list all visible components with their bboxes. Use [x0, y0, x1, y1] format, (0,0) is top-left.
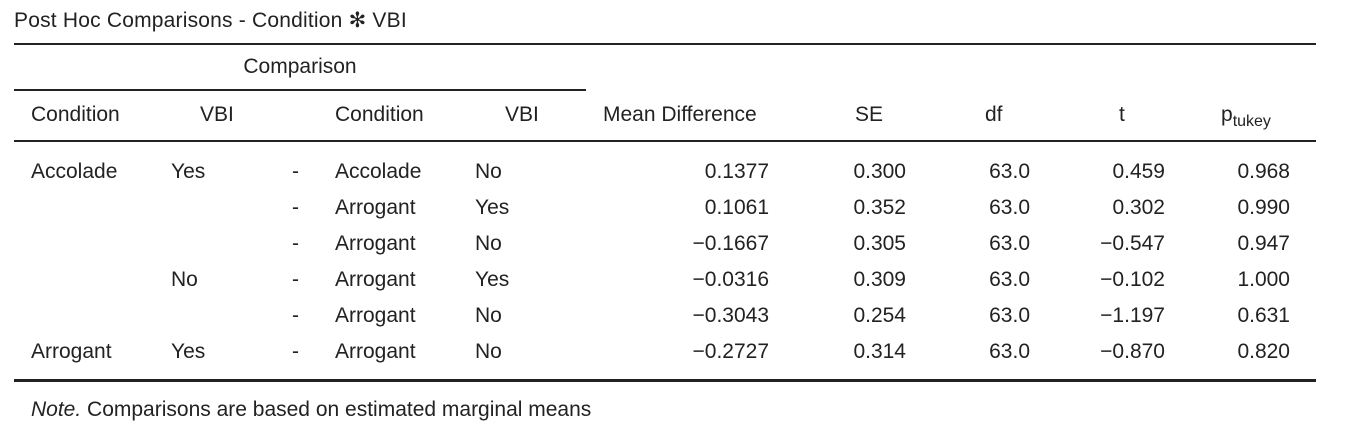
header-condition-2: Condition — [335, 103, 424, 126]
cell-t: −0.547 — [1100, 232, 1165, 255]
cell-p-tukey: 1.000 — [1237, 268, 1290, 291]
cell-condition-1: Arrogant — [31, 340, 112, 363]
cell-vbi-2: No — [475, 232, 502, 255]
header-df: df — [985, 103, 1003, 126]
table-note: Note. Comparisons are based on estimated… — [31, 398, 591, 422]
cell-p-tukey: 0.631 — [1237, 304, 1290, 327]
cell-se: 0.352 — [853, 196, 906, 219]
cell-vbi-2: No — [475, 304, 502, 327]
cell-se: 0.305 — [853, 232, 906, 255]
cell-mean-difference: −0.2727 — [692, 340, 770, 363]
header-vbi-1: VBI — [200, 103, 234, 126]
comparison-group-header: Comparison — [243, 55, 357, 78]
cell-se: 0.254 — [853, 304, 906, 327]
header-se: SE — [855, 103, 884, 126]
cell-se: 0.309 — [853, 268, 906, 291]
cell-dash: - — [292, 232, 299, 255]
cell-vbi-1: No — [171, 268, 198, 291]
cell-dash: - — [292, 160, 299, 183]
cell-t: −0.870 — [1100, 340, 1165, 363]
cell-mean-difference: −0.3043 — [692, 304, 770, 327]
cell-p-tukey: 0.947 — [1237, 232, 1290, 255]
cell-t: 0.302 — [1112, 196, 1165, 219]
cell-df: 63.0 — [989, 232, 1030, 255]
bottom-rule — [14, 379, 1316, 382]
group-rule — [14, 89, 586, 91]
cell-dash: - — [292, 304, 299, 327]
cell-vbi-2: No — [475, 340, 502, 363]
cell-se: 0.314 — [853, 340, 906, 363]
header-mean-difference: Mean Difference — [603, 103, 757, 126]
header-rule — [14, 140, 1316, 142]
cell-vbi-2: Yes — [475, 268, 510, 291]
cell-condition-2: Arrogant — [335, 304, 416, 327]
table-title: Post Hoc Comparisons - Condition ✻ VBI — [14, 9, 407, 32]
cell-df: 63.0 — [989, 340, 1030, 363]
cell-p-tukey: 0.968 — [1237, 160, 1290, 183]
cell-vbi-1: Yes — [171, 340, 206, 363]
cell-vbi-2: Yes — [475, 196, 510, 219]
cell-se: 0.300 — [853, 160, 906, 183]
header-p-subscript: tukey — [1232, 113, 1271, 130]
cell-dash: - — [292, 340, 299, 363]
cell-vbi-1: Yes — [171, 160, 206, 183]
cell-mean-difference: 0.1061 — [704, 196, 769, 219]
cell-condition-2: Accolade — [335, 160, 422, 183]
cell-condition-2: Arrogant — [335, 232, 416, 255]
cell-dash: - — [292, 196, 299, 219]
cell-t: −1.197 — [1100, 304, 1165, 327]
cell-dash: - — [292, 268, 299, 291]
cell-df: 63.0 — [989, 196, 1030, 219]
header-vbi-2: VBI — [505, 103, 539, 126]
header-condition-1: Condition — [31, 103, 120, 126]
cell-mean-difference: 0.1377 — [704, 160, 769, 183]
cell-condition-2: Arrogant — [335, 196, 416, 219]
cell-df: 63.0 — [989, 160, 1030, 183]
cell-df: 63.0 — [989, 268, 1030, 291]
cell-t: 0.459 — [1112, 160, 1165, 183]
header-t: t — [1119, 103, 1125, 126]
cell-vbi-2: No — [475, 160, 502, 183]
cell-condition-2: Arrogant — [335, 340, 416, 363]
cell-mean-difference: −0.0316 — [692, 268, 770, 291]
cell-condition-1: Accolade — [31, 160, 118, 183]
cell-df: 63.0 — [989, 304, 1030, 327]
note-text: Comparisons are based on estimated margi… — [81, 398, 592, 421]
cell-p-tukey: 0.820 — [1237, 340, 1290, 363]
top-rule — [14, 43, 1316, 45]
cell-p-tukey: 0.990 — [1237, 196, 1290, 219]
cell-mean-difference: −0.1667 — [692, 232, 770, 255]
header-p-main: p — [1221, 103, 1233, 126]
cell-condition-2: Arrogant — [335, 268, 416, 291]
cell-t: −0.102 — [1100, 268, 1165, 291]
header-p-tukey: ptukey — [1221, 103, 1271, 134]
note-label: Note. — [31, 398, 82, 421]
